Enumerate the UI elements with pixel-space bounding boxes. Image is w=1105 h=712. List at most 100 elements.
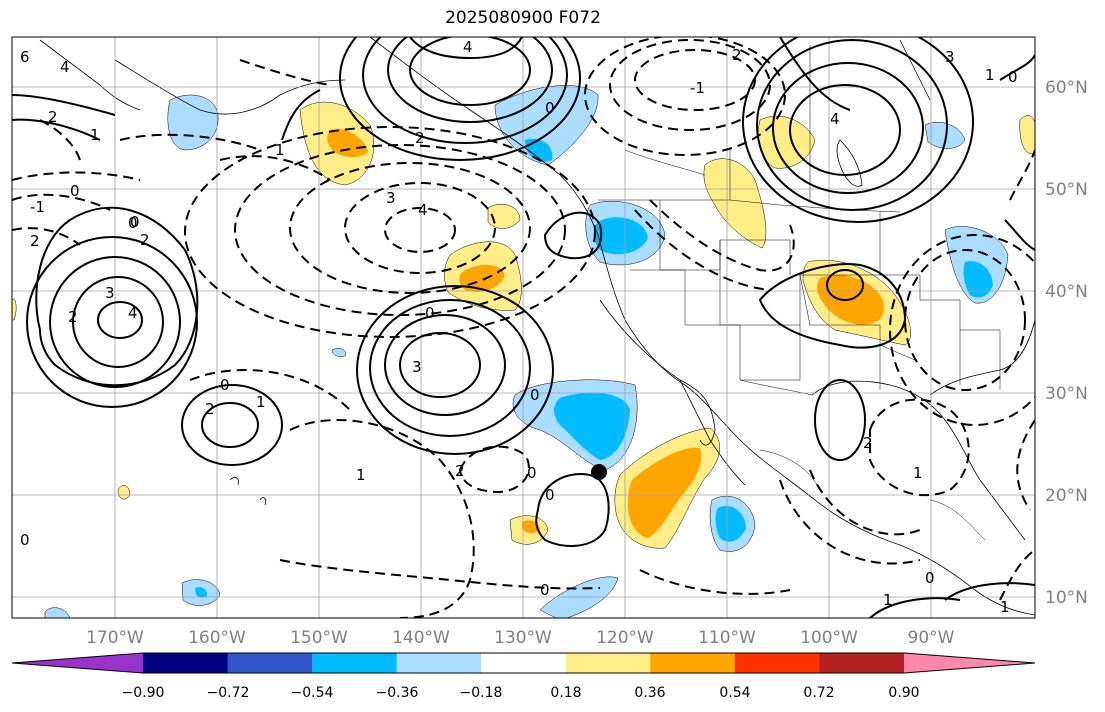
colorbar-segment [565,653,651,673]
contour-label: 2 [455,462,465,480]
contour-label: 0 [20,531,30,549]
lon-label-160w: 160°W [188,628,246,648]
colorbar-tick-label: −0.36 [376,685,419,701]
lon-label-150w: 150°W [290,628,348,648]
colorbar-segment [227,653,313,673]
negative-anomaly-dark [963,261,993,298]
contour-label: 0 [130,213,140,231]
contour-label: 2 [732,46,742,64]
contour-labels: 6 4 2 1 0 -1 2 4 1 -1 0 2 3 4 0 2 3 4 0 … [20,38,1018,616]
contour-label: 4 [463,38,473,56]
map-frame [11,36,1036,619]
lat-label-10n: 10°N [1045,588,1088,608]
contour-label: 0 [527,464,537,482]
contour-label: 2 [48,108,58,126]
colorbar-segment [396,653,482,673]
colorbar-extend-low [12,653,143,673]
negative-anomaly-dark [593,217,648,255]
contour-label: 0 [540,581,550,599]
colorbar-segment [481,653,567,673]
positive-anomaly-light [117,485,131,500]
location-marker [591,464,607,480]
lon-label-100w: 100°W [800,628,858,648]
contour-label: 1 [913,464,923,482]
colorbar-segment [650,653,736,673]
lat-label-50n: 50°N [1045,180,1088,200]
lon-label-140w: 140°W [392,628,450,648]
contour-label: 2 [205,400,215,418]
colorbar-labels: −0.90 −0.72 −0.54 −0.36 −0.18 0.18 0.36 … [122,685,920,701]
lon-label-110w: 110°W [698,628,756,648]
contour-label: 0 [530,386,540,404]
contour-label: 3 [945,48,955,66]
lat-label-20n: 20°N [1045,486,1088,506]
positive-anomaly-light [12,298,17,321]
contour-label: 1 [883,591,893,609]
contour-label: 4 [128,304,138,322]
lat-label-40n: 40°N [1045,282,1088,302]
negative-anomaly-dark [554,392,630,460]
contour-label: 0 [545,486,555,504]
contour-label: 6 [20,48,30,66]
colorbar-segment [734,653,820,673]
colorbar-extend-high [904,653,1035,673]
coastlines [39,37,1035,616]
contour-label: 3 [386,189,396,207]
map-title: 2025080900 F072 [445,8,601,28]
contour-label: 2 [68,308,78,326]
positive-anomaly-dark [522,520,540,534]
map-area: 6 4 2 1 0 -1 2 4 1 -1 0 2 3 4 0 2 3 4 0 … [12,37,1035,618]
contour-label: 2 [415,129,425,147]
graticule [12,37,1035,618]
colorbar-segment [143,653,229,673]
lon-label-170w: 170°W [86,628,144,648]
contour-label: 1 [90,126,100,144]
contour-label: 0 [1008,68,1018,86]
contour-label: 4 [418,201,428,219]
positive-anomaly-light [1019,115,1035,154]
lon-label-90w: 90°W [908,628,955,648]
contour-label: 0 [128,214,138,232]
lat-label-30n: 30°N [1045,384,1088,404]
colorbar-tick-label: 0.72 [803,685,834,701]
colorbar-tick-label: −0.18 [460,685,503,701]
contour-label: 0 [425,304,435,322]
colorbar-tick-label: −0.90 [122,685,165,701]
contour-label: 1 [985,66,995,84]
colorbar-segment [819,653,905,673]
colorbar-outline [11,652,1036,674]
colorbar [11,652,1036,674]
contour-label: -1 [30,198,45,216]
colorbar-tick-label: 0.90 [888,685,919,701]
contour-label: 1 [256,393,266,411]
negative-anomaly-light [44,607,71,618]
contour-label: 0 [925,569,935,587]
contour-label: 0 [70,182,80,200]
contour-label: 1 [275,141,285,159]
negative-anomaly-dark [195,587,208,598]
contour-label: 2 [863,434,873,452]
colorbar-tick-label: −0.54 [291,685,334,701]
contour-label: 2 [140,231,150,249]
positive-contours [12,37,1035,618]
colorbar-tick-label: 0.18 [550,685,581,701]
colorbar-tick-label: 0.54 [719,685,750,701]
contour-label: -1 [690,79,705,97]
lat-label-60n: 60°N [1045,78,1088,98]
positive-anomaly-dark [628,447,702,538]
colorbar-tick-label: 0.36 [634,685,665,701]
positive-anomaly-light [703,158,767,249]
contour-label: 4 [60,58,70,76]
latitude-labels: 60°N 50°N 40°N 30°N 20°N 10°N [1045,78,1088,608]
colorbar-segment [312,653,398,673]
positive-anomaly-dark [327,128,368,158]
contour-label: 0 [220,376,230,394]
longitude-labels: 170°W 160°W 150°W 140°W 130°W 120°W 110°… [86,628,955,648]
colorbar-tick-label: −0.72 [207,685,250,701]
contour-label: 2 [30,232,40,250]
negative-anomaly-light [331,348,346,357]
contour-label: 3 [412,358,422,376]
positive-anomaly-light [487,204,521,229]
contour-label: 3 [105,284,115,302]
